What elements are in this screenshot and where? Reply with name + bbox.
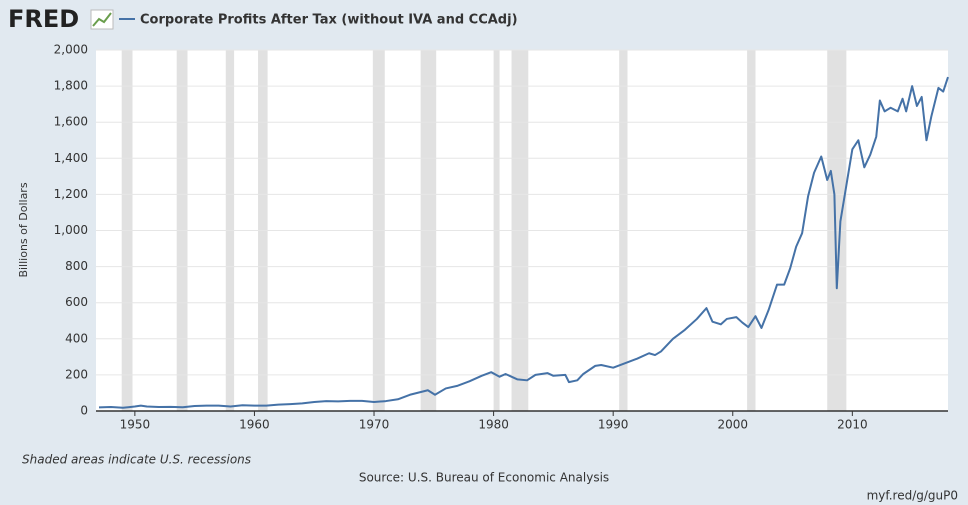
y-tick-label: 2,000 [54, 43, 88, 57]
x-tick-label: 2000 [717, 418, 748, 432]
logo-icon [90, 9, 114, 30]
x-tick-label: 1950 [120, 418, 151, 432]
y-tick-label: 400 [65, 331, 88, 345]
x-tick-label: 1960 [239, 418, 270, 432]
y-tick-label: 1,800 [54, 79, 88, 93]
y-tick-label: 1,200 [54, 187, 88, 201]
x-tick-label: 1990 [598, 418, 629, 432]
legend-label: Corporate Profits After Tax (without IVA… [140, 13, 518, 28]
y-axis-label: Billions of Dollars [17, 182, 30, 277]
x-tick-label: 2010 [837, 418, 868, 432]
y-tick-label: 1,400 [54, 151, 88, 165]
x-tick-label: 1980 [478, 418, 509, 432]
source: Source: U.S. Bureau of Economic Analysis [359, 471, 609, 485]
y-tick-label: 800 [65, 259, 88, 273]
brand-logo: FRED [8, 5, 79, 33]
y-tick-label: 1,000 [54, 223, 88, 237]
note: Shaded areas indicate U.S. recessions [22, 453, 251, 467]
data-line [98, 76, 949, 409]
y-tick-label: 1,600 [54, 115, 88, 129]
y-tick-label: 200 [65, 367, 88, 381]
y-tick-label: 0 [80, 404, 88, 418]
x-tick-label: 1970 [359, 418, 390, 432]
link: myf.red/g/guP0 [867, 489, 958, 503]
y-tick-label: 600 [65, 295, 88, 309]
